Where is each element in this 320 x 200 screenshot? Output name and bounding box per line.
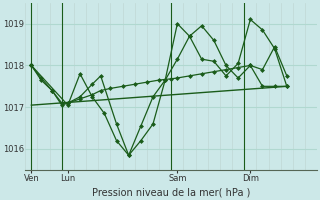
X-axis label: Pression niveau de la mer( hPa ): Pression niveau de la mer( hPa ) — [92, 187, 251, 197]
